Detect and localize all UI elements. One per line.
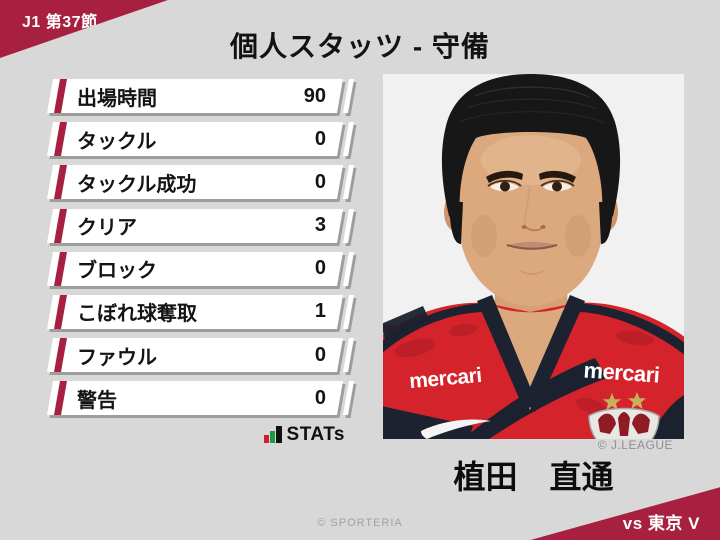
club-crest bbox=[588, 407, 660, 439]
stat-label: ファウル bbox=[77, 346, 157, 369]
crest-star-icon bbox=[603, 393, 621, 410]
player-portrait: mercari mercari bbox=[383, 74, 684, 439]
stat-row: タックル 0 bbox=[47, 122, 354, 157]
stat-bar-sliver bbox=[343, 122, 354, 157]
stat-label: タックル成功 bbox=[77, 173, 197, 196]
photo-credit: © J.LEAGUE bbox=[597, 438, 673, 452]
stat-bar-sliver bbox=[343, 251, 354, 286]
stat-value: 0 bbox=[314, 386, 326, 409]
stat-value: 90 bbox=[303, 84, 326, 107]
stat-bar-sliver bbox=[343, 165, 354, 200]
stat-row: ブロック 0 bbox=[47, 251, 354, 286]
stat-label: こぼれ球奪取 bbox=[77, 303, 197, 326]
swoosh-logo bbox=[421, 419, 491, 439]
stat-bar-sliver bbox=[343, 338, 354, 373]
stat-bar-sliver bbox=[343, 294, 354, 329]
stat-row: 警告 0 bbox=[47, 381, 354, 416]
stat-value: 0 bbox=[314, 257, 326, 280]
stat-bar-sliver bbox=[343, 381, 354, 416]
stat-row: 出場時間 90 bbox=[47, 79, 354, 113]
stat-bar-sliver bbox=[343, 79, 354, 113]
stat-value: 0 bbox=[314, 170, 326, 193]
stat-value: 0 bbox=[314, 127, 326, 150]
player-hair bbox=[441, 74, 621, 220]
stat-value: 0 bbox=[314, 343, 326, 366]
stat-label: 出場時間 bbox=[77, 87, 157, 110]
stat-row: タックル成功 0 bbox=[47, 165, 354, 200]
stat-label: クリア bbox=[77, 217, 137, 240]
stat-row: クリア 3 bbox=[47, 208, 354, 243]
site-credit: © SPORTERIA bbox=[317, 517, 403, 529]
stat-label: 警告 bbox=[77, 389, 117, 412]
stat-value: 1 bbox=[314, 300, 326, 323]
bar-chart-icon bbox=[263, 426, 282, 444]
player-head bbox=[441, 74, 621, 306]
stat-value: 3 bbox=[314, 214, 326, 237]
stat-row: ファウル 0 bbox=[47, 338, 354, 373]
page-title: 個人スタッツ - 守備 bbox=[230, 31, 490, 62]
crest-star-icon bbox=[628, 392, 646, 409]
stats-list: 出場時間 90 タックル 0 タックル成功 0 bbox=[47, 79, 354, 425]
round-badge-label: J1 第37節 bbox=[22, 14, 98, 31]
jersey-sponsor-right: mercari bbox=[583, 357, 661, 387]
opponent-badge-label: vs 東京 V bbox=[622, 514, 700, 533]
player-photo: mercari mercari bbox=[383, 74, 684, 439]
player-jersey: mercari mercari bbox=[383, 295, 684, 439]
stat-bar-sliver bbox=[343, 208, 354, 243]
stats-logo-label: STATs bbox=[286, 424, 345, 445]
stats-logo: STATs bbox=[240, 425, 345, 444]
player-name: 植田 直通 bbox=[453, 459, 614, 495]
stat-row: こぼれ球奪取 1 bbox=[47, 294, 354, 329]
stat-label: タックル bbox=[77, 130, 157, 153]
stat-label: ブロック bbox=[77, 260, 157, 283]
